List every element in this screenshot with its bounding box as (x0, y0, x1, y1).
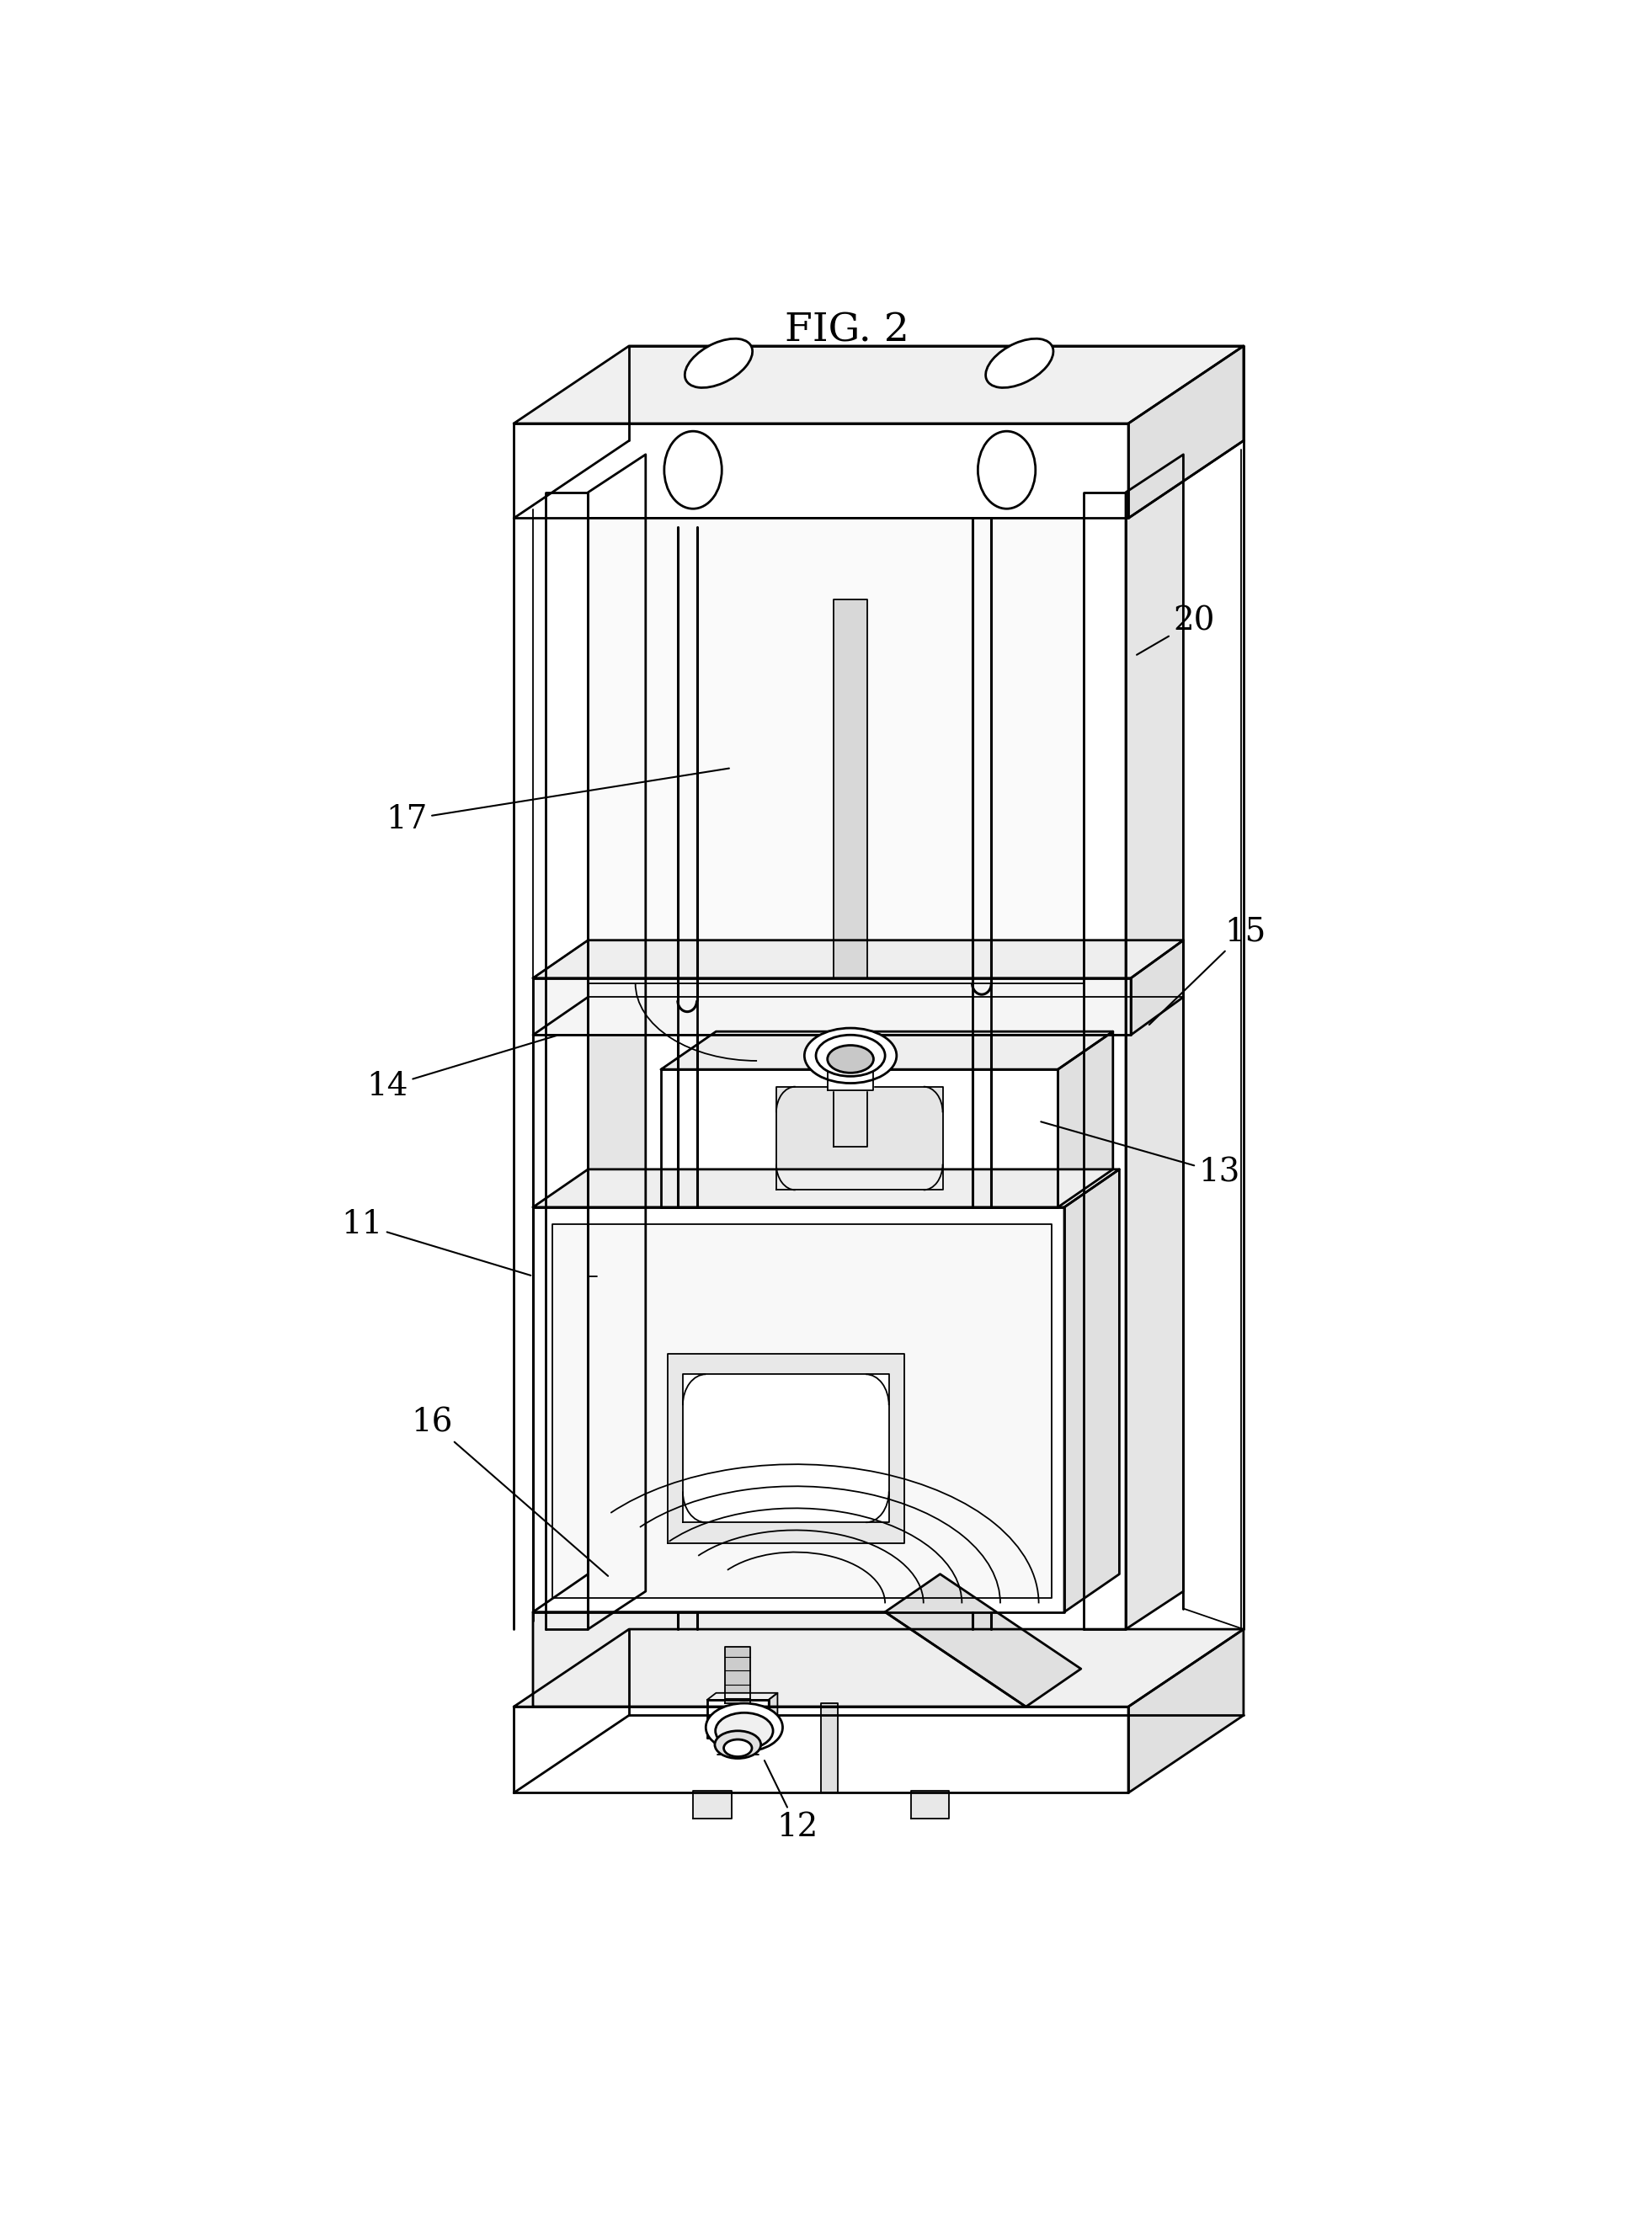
Ellipse shape (978, 432, 1036, 508)
Polygon shape (1057, 1031, 1113, 1208)
Text: 15: 15 (1150, 915, 1265, 1025)
Polygon shape (588, 519, 1084, 984)
Polygon shape (514, 1629, 1244, 1707)
Ellipse shape (828, 1045, 874, 1074)
Polygon shape (694, 1792, 732, 1819)
Polygon shape (667, 1353, 904, 1544)
Polygon shape (1125, 454, 1183, 1629)
Polygon shape (910, 1792, 950, 1819)
Polygon shape (682, 1374, 889, 1523)
Text: 16: 16 (411, 1407, 608, 1577)
Polygon shape (1132, 940, 1183, 1036)
Ellipse shape (715, 1731, 762, 1758)
Polygon shape (534, 1208, 1064, 1613)
Polygon shape (725, 1646, 750, 1702)
Polygon shape (661, 1031, 1113, 1069)
Ellipse shape (724, 1740, 752, 1756)
Polygon shape (514, 347, 1244, 423)
Polygon shape (885, 1575, 1080, 1707)
Polygon shape (707, 1700, 768, 1738)
Polygon shape (828, 1051, 874, 1089)
Text: 12: 12 (765, 1761, 818, 1843)
Polygon shape (661, 1069, 1057, 1208)
Polygon shape (707, 1693, 778, 1700)
Polygon shape (834, 1036, 867, 1148)
Polygon shape (514, 1707, 1128, 1792)
Polygon shape (821, 1702, 838, 1792)
Text: 14: 14 (367, 1036, 557, 1103)
Polygon shape (1084, 492, 1125, 1629)
Polygon shape (534, 1613, 1026, 1707)
Ellipse shape (715, 1714, 773, 1749)
Polygon shape (534, 1170, 1120, 1208)
Polygon shape (545, 492, 588, 1629)
Polygon shape (552, 1224, 1052, 1597)
Text: 20: 20 (1137, 606, 1214, 655)
Ellipse shape (986, 338, 1054, 387)
Ellipse shape (686, 338, 752, 387)
Polygon shape (1128, 1629, 1244, 1792)
Polygon shape (1128, 347, 1244, 519)
Text: 11: 11 (340, 1208, 530, 1275)
Polygon shape (534, 940, 1183, 978)
Ellipse shape (664, 432, 722, 508)
Polygon shape (834, 600, 867, 978)
Ellipse shape (816, 1036, 885, 1076)
Text: 17: 17 (387, 767, 729, 834)
Polygon shape (588, 454, 646, 1629)
Polygon shape (768, 1693, 778, 1738)
Polygon shape (534, 978, 1132, 1036)
Text: 13: 13 (1041, 1121, 1241, 1188)
Polygon shape (1064, 1170, 1120, 1613)
Polygon shape (776, 1087, 943, 1190)
Ellipse shape (705, 1702, 783, 1752)
Polygon shape (514, 423, 1128, 519)
Text: FIG. 2: FIG. 2 (785, 311, 909, 349)
Ellipse shape (805, 1029, 897, 1083)
